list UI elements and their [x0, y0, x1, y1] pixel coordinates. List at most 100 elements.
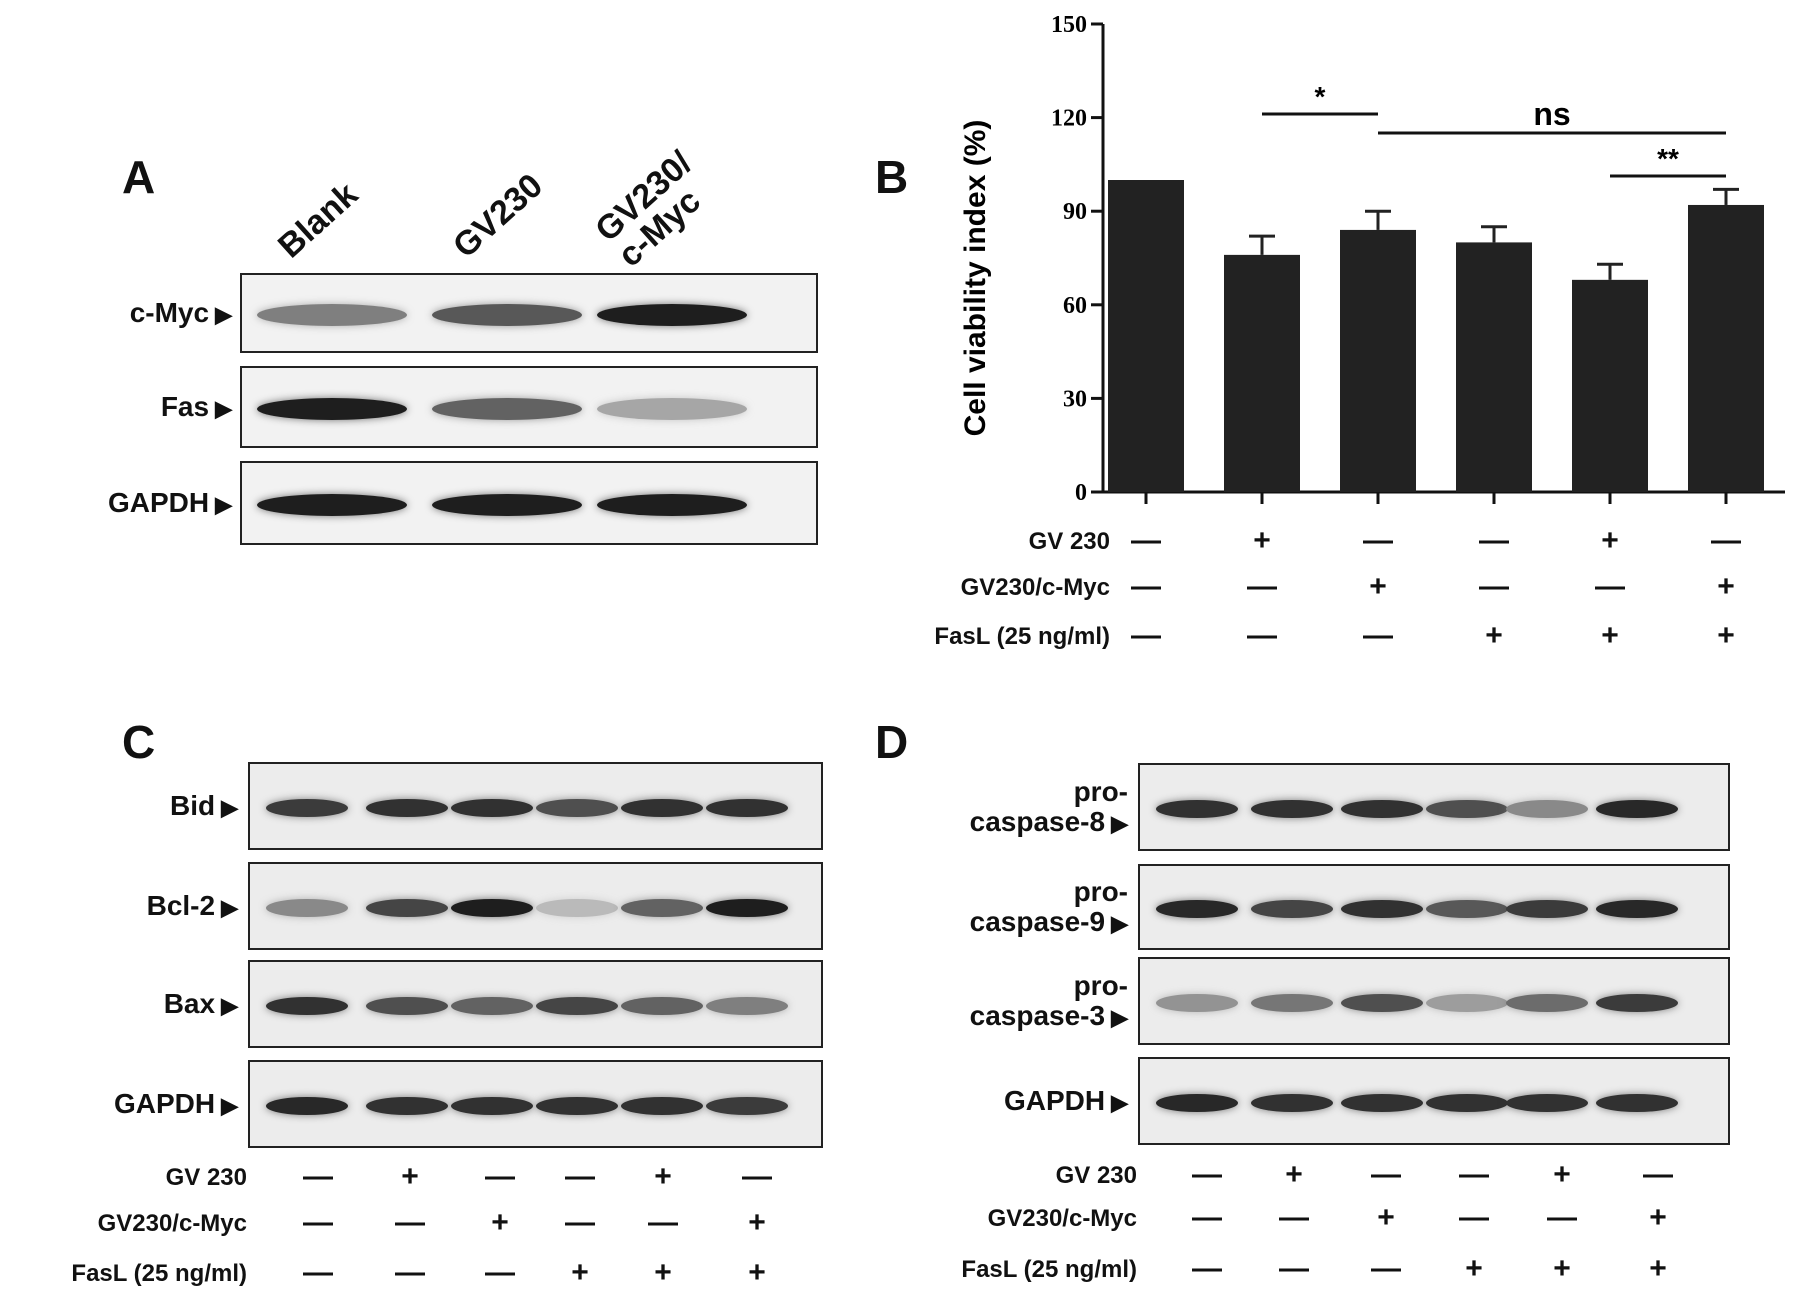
- panel-d-treatment-sign: —: [1371, 1252, 1401, 1285]
- panel-d-treatment-sign: —: [1279, 1252, 1309, 1285]
- panel-c-treatment-label: GV230/c-Myc: [97, 1210, 247, 1237]
- y-tick-label: 0: [1075, 480, 1087, 506]
- panel-c-treatment-sign: +: [571, 1256, 589, 1289]
- panel-c-band: [536, 799, 618, 817]
- panel-a-blot-box: [240, 366, 818, 448]
- panel-d-band: [1596, 800, 1678, 818]
- panel-a-blot-label: c-Myc ▶: [0, 298, 232, 330]
- arrow-icon: ▶: [1111, 911, 1128, 936]
- panel-b-treatment-sign: +: [1717, 570, 1735, 603]
- panel-d-treatment-sign: —: [1192, 1201, 1222, 1234]
- panel-c-band: [266, 1097, 348, 1115]
- panel-c-band: [266, 997, 348, 1015]
- panel-b-treatment-sign: +: [1601, 619, 1619, 652]
- bar: [1688, 204, 1764, 492]
- panel-b-treatment-sign: —: [1247, 619, 1277, 652]
- panel-d-blot-label: pro-caspase-9 ▶: [868, 877, 1128, 939]
- panel-d-band: [1251, 994, 1333, 1012]
- panel-c-band: [451, 997, 533, 1015]
- panel-a-band: [432, 398, 582, 420]
- panel-c-band: [706, 899, 788, 917]
- panel-d-band: [1426, 1094, 1508, 1112]
- panel-a-band: [597, 398, 747, 420]
- panel-c-treatment-sign: —: [565, 1206, 595, 1239]
- panel-d-band: [1506, 800, 1588, 818]
- panel-b-treatment-label: FasL (25 ng/ml): [934, 623, 1110, 650]
- panel-b-treatment-label: GV230/c-Myc: [960, 574, 1110, 601]
- panel-c-band: [706, 1097, 788, 1115]
- panel-b-treatment-sign: —: [1363, 524, 1393, 557]
- panel-c-band: [621, 899, 703, 917]
- panel-c-treatment-sign: —: [303, 1160, 333, 1193]
- panel-c-blot-label-text: Bid: [169, 790, 216, 821]
- panel-d-treatment-sign: —: [1192, 1158, 1222, 1191]
- panel-a-blot-label-text: GAPDH: [107, 487, 210, 518]
- bar: [1456, 242, 1532, 492]
- panel-d-band: [1341, 900, 1423, 918]
- y-tick-label: 120: [1051, 106, 1087, 132]
- panel-d-band: [1156, 800, 1238, 818]
- panel-d-band: [1251, 1094, 1333, 1112]
- arrow-icon: ▶: [221, 993, 238, 1018]
- bar: [1108, 180, 1184, 492]
- panel-b-treatment-label: GV 230: [1028, 528, 1110, 555]
- panel-d-treatment-label: GV230/c-Myc: [987, 1205, 1137, 1232]
- panel-c-treatment-sign: +: [654, 1160, 672, 1193]
- panel-c-blot-label-text: GAPDH: [113, 1088, 216, 1119]
- panel-c-treatment-label: GV 230: [165, 1164, 247, 1191]
- panel-b-treatment-sign: +: [1485, 619, 1503, 652]
- arrow-icon: ▶: [1111, 811, 1128, 836]
- panel-d-blot-label-text: pro-caspase-9: [969, 876, 1128, 937]
- panel-a-blot-label: Fas ▶: [0, 392, 232, 424]
- panel-c-blot-box: [248, 960, 823, 1048]
- panel-d-band: [1596, 994, 1678, 1012]
- panel-d-blot-label-text: pro-caspase-8: [969, 776, 1128, 837]
- panel-c-band: [706, 799, 788, 817]
- panel-d-band: [1251, 900, 1333, 918]
- panel-a-band: [597, 304, 747, 326]
- panel-d-blot-box: [1138, 763, 1730, 851]
- panel-d-blot-box: [1138, 957, 1730, 1045]
- panel-b-treatment-sign: —: [1595, 570, 1625, 603]
- panel-c-treatment-label: FasL (25 ng/ml): [71, 1260, 247, 1287]
- panel-c-band: [266, 799, 348, 817]
- panel-d-blot-label-text: GAPDH: [1003, 1085, 1106, 1116]
- panel-d-treatment-sign: —: [1192, 1252, 1222, 1285]
- panel-c-blot-label: Bid ▶: [0, 791, 238, 823]
- panel-b-treatment-sign: +: [1253, 524, 1271, 557]
- panel-d-band: [1341, 800, 1423, 818]
- panel-a-band: [257, 304, 407, 326]
- panel-d-blot-label-text: pro-caspase-3: [969, 970, 1128, 1031]
- panel-c-treatment-sign: —: [303, 1206, 333, 1239]
- panel-b-treatment-sign: —: [1131, 619, 1161, 652]
- panel-d-blot-label: pro-caspase-3 ▶: [868, 971, 1128, 1033]
- panel-a-band: [432, 494, 582, 516]
- arrow-icon: ▶: [1111, 1090, 1128, 1115]
- panel-b-treatment-sign: +: [1369, 570, 1387, 603]
- arrow-icon: ▶: [1111, 1005, 1128, 1030]
- panel-c-treatment-sign: —: [303, 1256, 333, 1289]
- panel-c-band: [366, 799, 448, 817]
- panel-b-treatment-sign: —: [1479, 570, 1509, 603]
- panel-c-band: [451, 799, 533, 817]
- panel-a-band: [597, 494, 747, 516]
- panel-d-treatment-sign: —: [1279, 1201, 1309, 1234]
- panel-b-treatment-sign: —: [1363, 619, 1393, 652]
- y-tick-label: 30: [1063, 386, 1087, 412]
- panel-a-blot-box: [240, 273, 818, 353]
- panel-b-treatment-sign: +: [1717, 619, 1735, 652]
- panel-d-treatment-label: FasL (25 ng/ml): [961, 1256, 1137, 1283]
- panel-d-treatment-sign: +: [1649, 1252, 1667, 1285]
- arrow-icon: ▶: [221, 795, 238, 820]
- panel-d-treatment-sign: +: [1377, 1201, 1395, 1234]
- panel-c-band: [366, 899, 448, 917]
- panel-b-treatment-sign: —: [1711, 524, 1741, 557]
- panel-c-treatment-sign: —: [395, 1256, 425, 1289]
- bar: [1340, 229, 1416, 493]
- panel-a-blot-label-text: c-Myc: [129, 297, 210, 328]
- panel-d-band: [1341, 994, 1423, 1012]
- panel-c-treatment-sign: +: [748, 1256, 766, 1289]
- bar: [1572, 279, 1648, 492]
- panel-c-band: [621, 1097, 703, 1115]
